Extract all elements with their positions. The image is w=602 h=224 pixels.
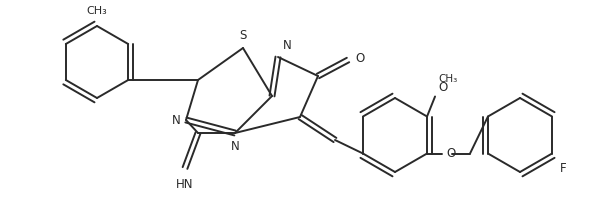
Text: N: N bbox=[172, 114, 181, 127]
Text: S: S bbox=[240, 29, 247, 42]
Text: O: O bbox=[438, 80, 447, 93]
Text: O: O bbox=[355, 52, 364, 65]
Text: HN: HN bbox=[176, 178, 194, 191]
Text: CH₃: CH₃ bbox=[438, 73, 458, 84]
Text: O: O bbox=[446, 147, 455, 160]
Text: N: N bbox=[231, 140, 240, 153]
Text: N: N bbox=[283, 39, 292, 52]
Text: F: F bbox=[560, 162, 566, 174]
Text: CH₃: CH₃ bbox=[87, 6, 107, 16]
